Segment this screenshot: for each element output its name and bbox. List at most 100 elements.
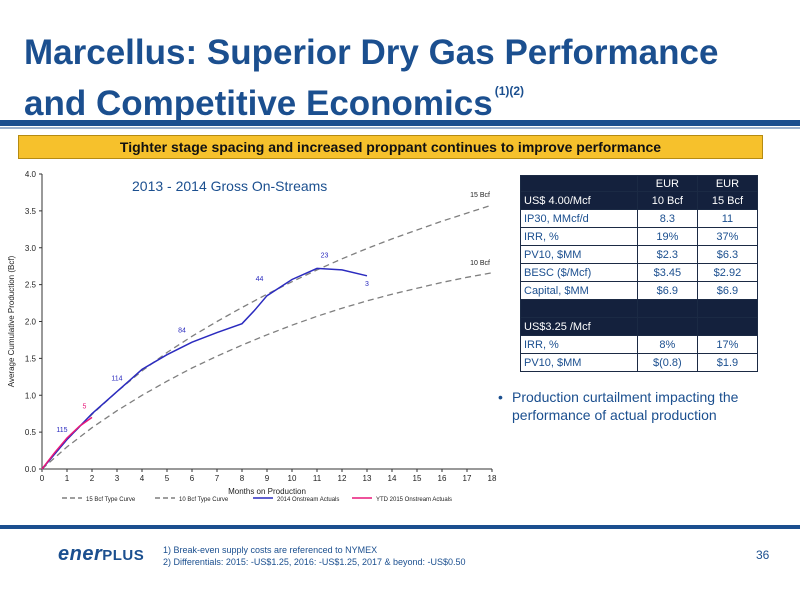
table-row-label — [520, 175, 638, 192]
bullet-text: Production curtailment impacting the per… — [512, 389, 739, 423]
legend-label: 15 Bcf Type Curve — [86, 497, 136, 503]
table-row-label: IP30, MMcf/d — [520, 209, 638, 228]
table-cell: 8% — [636, 335, 698, 354]
chart-title: 2013 - 2014 Gross On-Streams — [132, 178, 328, 194]
y-tick-label: 2.0 — [25, 318, 37, 327]
series-end-label: 10 Bcf — [470, 260, 490, 267]
title-line-2: and Competitive Economics (1)(2) — [24, 72, 784, 123]
x-tick-label: 12 — [338, 474, 347, 483]
footnote-2: 2) Differentials: 2015: -US$1.25, 2016: … — [163, 557, 466, 567]
table-cell: $1.9 — [696, 353, 759, 372]
table-row: BESC ($/Mcf) $3.45 $2.92 — [520, 263, 759, 282]
series-line — [41, 204, 493, 470]
x-tick-label: 7 — [215, 474, 220, 483]
table-cell — [696, 317, 759, 336]
table-cell: 37% — [696, 227, 759, 246]
footnotes: 1) Break-even supply costs are reference… — [163, 544, 466, 568]
point-annotation: 3 — [365, 281, 369, 288]
x-tick-label: 10 — [288, 474, 297, 483]
x-tick-label: 2 — [90, 474, 95, 483]
table-cell: 17% — [696, 335, 759, 354]
point-annotation: 84 — [178, 328, 186, 335]
legend-label: YTD 2015 Onstream Actuals — [376, 497, 452, 503]
y-tick-label: 0.5 — [25, 428, 37, 437]
title-line-1: Marcellus: Superior Dry Gas Performance — [24, 33, 719, 72]
table-cell: 11 — [696, 209, 759, 228]
table-cell: 10 Bcf — [636, 191, 698, 210]
table-price-row: US$3.25 /Mcf — [520, 317, 759, 336]
x-tick-label: 6 — [190, 474, 195, 483]
cumulative-production-chart: 0.00.51.01.52.02.53.03.54.00 1 2 3 4 5 6 7 8 9 10 1… — [7, 170, 497, 503]
table-row: IRR, % 8% 17% — [520, 335, 759, 354]
x-tick-label: 1 — [65, 474, 70, 483]
x-tick-label: 15 — [413, 474, 422, 483]
x-tick-label: 11 — [313, 474, 322, 483]
enerplus-logo: enerPLUS — [58, 543, 144, 566]
y-tick-label: 3.0 — [25, 244, 37, 253]
x-tick-label: 5 — [165, 474, 170, 483]
y-tick-label: 4.0 — [25, 170, 37, 179]
point-annotation: 115 — [56, 427, 67, 434]
table-header-row: EUR EUR — [520, 175, 759, 192]
series-line — [41, 416, 93, 470]
page-number: 36 — [756, 548, 770, 562]
table-cell — [636, 317, 698, 336]
table-row: IP30, MMcf/d 8.3 11 — [520, 209, 759, 228]
table-row-label: Capital, $MM — [520, 281, 638, 300]
table-row: Capital, $MM $6.9 $6.9 — [520, 281, 759, 300]
y-axis-label: Average Cumulative Production (Bcf) — [7, 255, 16, 387]
table-cell — [636, 299, 698, 318]
table-cell: $6.3 — [696, 245, 759, 264]
title-divider — [0, 120, 800, 126]
table-cell: $(0.8) — [636, 353, 698, 372]
table-cell: 15 Bcf — [696, 191, 759, 210]
table-row-label: PV10, $MM — [520, 245, 638, 264]
y-tick-label: 0.0 — [25, 465, 37, 474]
x-tick-label: 18 — [488, 474, 497, 483]
y-tick-label: 1.0 — [25, 391, 37, 400]
table-cell: 19% — [636, 227, 698, 246]
table-cell: $2.92 — [696, 263, 759, 282]
table-cell: $3.45 — [636, 263, 698, 282]
x-tick-label: 8 — [240, 474, 245, 483]
table-cell — [520, 299, 638, 318]
y-tick-label: 2.5 — [25, 281, 37, 290]
point-annotation: 114 — [111, 376, 122, 383]
slide-title: Marcellus: Superior Dry Gas Performance … — [24, 34, 784, 123]
x-tick-label: 0 — [40, 474, 45, 483]
x-tick-label: 9 — [265, 474, 270, 483]
table-cell: EUR — [696, 175, 759, 192]
table-row: PV10, $MM $(0.8) $1.9 — [520, 353, 759, 372]
series-end-label: 15 Bcf — [470, 192, 490, 199]
x-tick-label: 14 — [388, 474, 397, 483]
table-cell: $6.9 — [696, 281, 759, 300]
title-footnote-marker: (1)(2) — [494, 84, 525, 98]
highlight-banner: Tighter stage spacing and increased prop… — [18, 135, 763, 159]
x-axis-label: Months on Production — [228, 487, 306, 496]
table-row-label: IRR, % — [520, 335, 638, 354]
point-annotation: 5 — [83, 404, 87, 411]
logo-text: ener — [58, 543, 103, 565]
point-annotation: 23 — [321, 252, 329, 259]
y-tick-label: 3.5 — [25, 207, 37, 216]
table-row: IRR, % 19% 37% — [520, 227, 759, 246]
point-annotation: 44 — [256, 276, 264, 283]
x-tick-label: 17 — [463, 474, 472, 483]
economics-table: EUR EUR US$ 4.00/Mcf 10 Bcf 15 Bcf IP30, MMcf… — [520, 175, 759, 372]
table-spacer-row — [520, 299, 759, 318]
title-line-2-text: and Competitive Economics — [24, 84, 493, 123]
series-line — [41, 272, 493, 470]
table-row-label: US$ 4.00/Mcf — [520, 191, 638, 210]
legend-label: 10 Bcf Type Curve — [179, 497, 229, 503]
footer-divider — [0, 525, 800, 529]
table-cell: 8.3 — [636, 209, 698, 228]
bullet-icon: • — [498, 389, 503, 405]
y-tick-label: 1.5 — [25, 354, 37, 363]
legend-label: 2014 Onstream Actuals — [277, 497, 339, 503]
table-row: PV10, $MM $2.3 $6.3 — [520, 245, 759, 264]
x-tick-label: 16 — [438, 474, 447, 483]
table-price-row: US$ 4.00/Mcf 10 Bcf 15 Bcf — [520, 191, 759, 210]
title-divider-accent — [0, 127, 800, 129]
x-tick-label: 13 — [363, 474, 372, 483]
table-cell — [696, 299, 759, 318]
